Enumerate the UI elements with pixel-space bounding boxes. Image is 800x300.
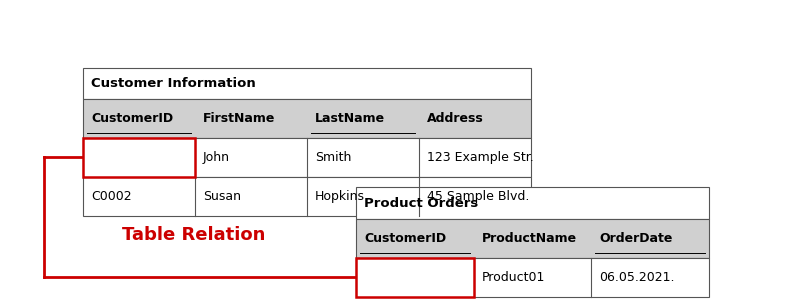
Text: 06.05.2021.: 06.05.2021.	[599, 271, 674, 284]
Text: Customer Information: Customer Information	[91, 77, 256, 90]
Text: ProductName: ProductName	[482, 232, 577, 244]
Bar	[357, 219, 709, 258]
Text: C0001: C0001	[364, 271, 405, 284]
Bar	[83, 138, 195, 177]
Text: 123 Example Str.: 123 Example Str.	[426, 151, 534, 164]
Text: John: John	[203, 151, 230, 164]
Text: Smith: Smith	[315, 151, 351, 164]
Bar	[83, 138, 530, 177]
Text: Hopkins: Hopkins	[315, 190, 365, 203]
Text: LastName: LastName	[315, 112, 385, 125]
Text: 45 Sample Blvd.: 45 Sample Blvd.	[426, 190, 529, 203]
Text: Table Relation: Table Relation	[122, 226, 266, 244]
Text: CustomerID: CustomerID	[364, 232, 446, 244]
Text: CustomerID: CustomerID	[91, 112, 174, 125]
Text: OrderDate: OrderDate	[599, 232, 673, 244]
Text: Address: Address	[426, 112, 483, 125]
Text: C0002: C0002	[91, 190, 132, 203]
Text: Product Orders: Product Orders	[364, 196, 478, 210]
Bar	[83, 99, 530, 138]
Text: Product01: Product01	[482, 271, 545, 284]
Bar	[357, 258, 474, 297]
Text: FirstName: FirstName	[203, 112, 275, 125]
Text: Susan: Susan	[203, 190, 241, 203]
Bar	[83, 177, 530, 216]
Bar	[357, 188, 709, 219]
Bar	[357, 258, 709, 297]
Bar	[83, 68, 530, 99]
Text: C0001: C0001	[91, 151, 132, 164]
